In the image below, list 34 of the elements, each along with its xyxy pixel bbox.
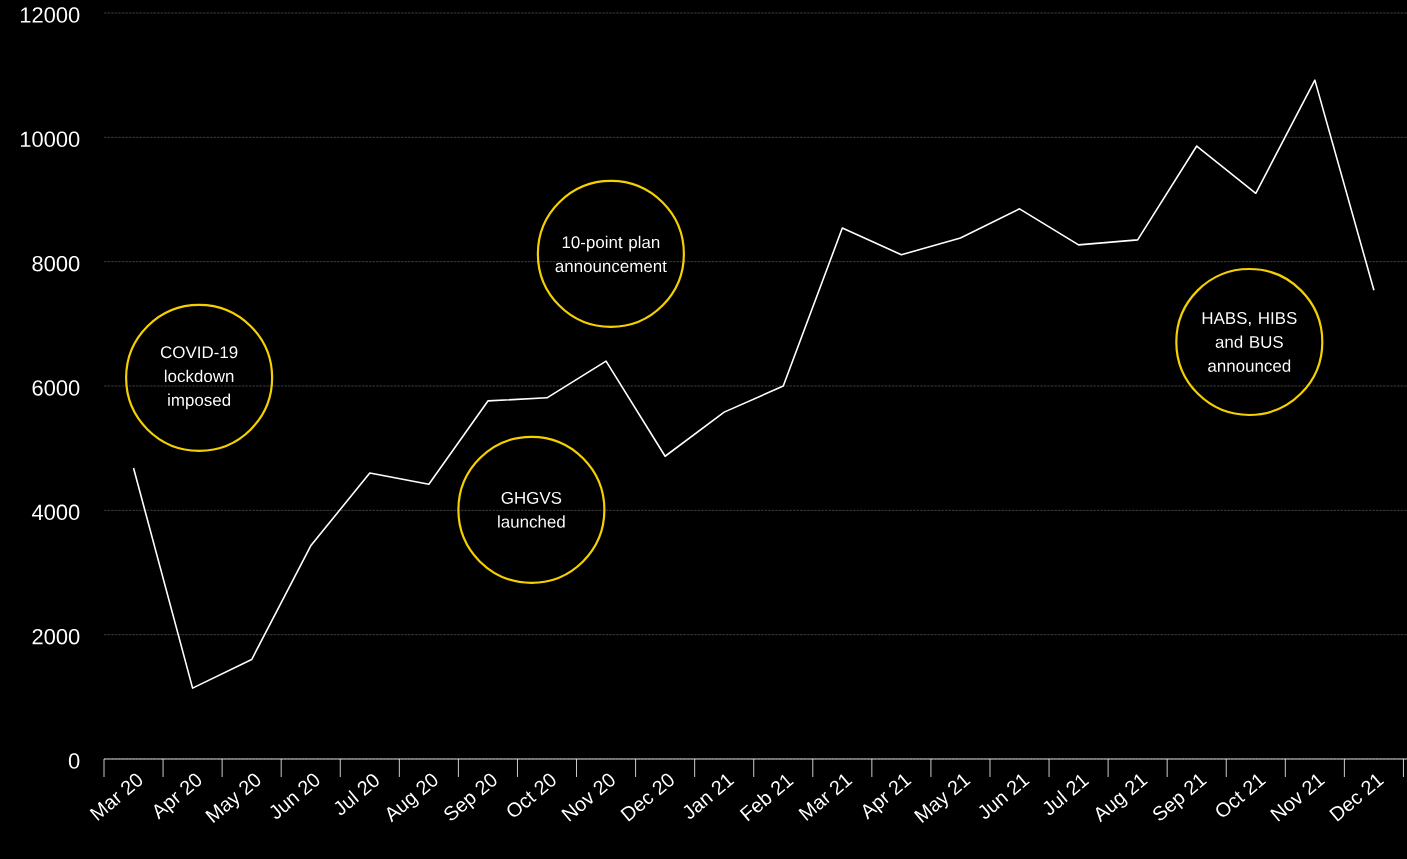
x-tick-label: Sep 20 xyxy=(444,773,497,821)
y-tick-label: 6000 xyxy=(32,380,80,396)
x-tick-label: May 20 xyxy=(205,773,261,823)
annotation: GHGVS launched xyxy=(498,491,565,528)
x-tick-label: Dec 20 xyxy=(620,773,674,822)
x-tick-label: Feb 21 xyxy=(739,774,794,822)
annotation: COVID-19 lockdown imposed xyxy=(160,346,238,410)
y-tick-label: 10000 xyxy=(20,131,80,148)
y-tick-label: 0 xyxy=(68,753,80,769)
x-tick-label: Aug 21 xyxy=(1095,774,1148,823)
x-tick-label: Oct 20 xyxy=(507,773,556,817)
x-tick-label: Apr 21 xyxy=(863,774,912,820)
x-tick-label: Apr 20 xyxy=(154,773,202,820)
y-tick-label: 4000 xyxy=(31,504,80,521)
x-tick-label: Mar 21 xyxy=(798,774,853,821)
x-tick-label: Sep 21 xyxy=(1153,774,1208,821)
x-tick-label: Jul 21 xyxy=(1043,774,1090,815)
x-tick-label: Oct 21 xyxy=(1216,774,1267,817)
x-tick-label: Nov 20 xyxy=(561,773,615,822)
annotation: 10-point plan announcement xyxy=(555,235,667,273)
x-tick-label: Aug 20 xyxy=(387,773,438,823)
y-tick-label: 2000 xyxy=(32,628,80,645)
x-tick-label: Nov 21 xyxy=(1270,774,1326,822)
y-tick-label: 8000 xyxy=(32,255,80,272)
x-tick-label: Jul 20 xyxy=(334,774,379,815)
line-series xyxy=(132,79,1375,689)
x-tick-label: Jun 20 xyxy=(270,773,320,819)
x-tick-label: Dec 21 xyxy=(1329,774,1385,822)
y-tick-label: 12000 xyxy=(20,7,80,23)
x-tick-label: Mar 20 xyxy=(89,773,143,821)
x-tick-label: Jan 21 xyxy=(683,774,735,819)
x-tick-label: Jun 21 xyxy=(979,774,1030,819)
x-tick-label: May 21 xyxy=(913,774,971,823)
annotation: HABS, HIBS and BUS announced xyxy=(1202,312,1297,372)
